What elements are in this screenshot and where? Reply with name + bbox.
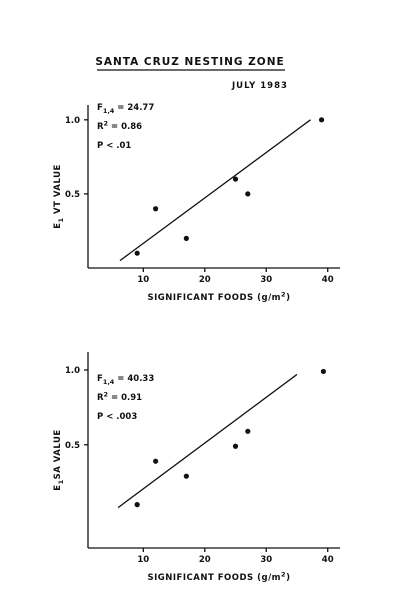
annotation-part: F: [97, 374, 103, 384]
point: [245, 191, 251, 197]
regression-line: [119, 119, 311, 262]
annotation-part: P < .003: [97, 412, 137, 422]
y-tick-label: 0.5: [65, 441, 80, 451]
y-axis-label-part: SA VALUE: [53, 429, 63, 479]
point: [320, 368, 327, 375]
point: [183, 235, 189, 241]
x-tick-label: 10: [137, 275, 149, 285]
point: [134, 502, 140, 508]
x-tick-label: 30: [260, 555, 272, 565]
annotation: R2 = 0.91: [97, 391, 142, 404]
x-axis-label-part: ): [286, 573, 290, 583]
annotation-part: P < .01: [97, 141, 131, 151]
x-axis-label-part: SIGNIFICANT FOODS (g/m: [148, 573, 282, 583]
x-axis-label-part: SIGNIFICANT FOODS (g/m: [148, 293, 282, 303]
y-axis-label-part: 1: [57, 479, 65, 484]
point: [183, 473, 189, 479]
annotation: F1,4 = 40.33: [97, 374, 154, 386]
annotation-part: 2: [104, 120, 109, 128]
y-axis-label-part: E: [53, 222, 63, 228]
y-tick-label: 1.0: [65, 116, 80, 126]
point: [153, 458, 159, 464]
annotation: R2 = 0.86: [97, 120, 142, 133]
point: [232, 443, 239, 449]
annotation-part: = 24.77: [114, 103, 154, 113]
figure-subtitle: JULY 1983: [231, 81, 288, 91]
annotation-part: F: [97, 103, 103, 113]
point: [134, 250, 140, 256]
figure-title: SANTA CRUZ NESTING ZONE: [95, 56, 284, 68]
x-tick-label: 30: [260, 275, 272, 285]
regression-line: [117, 373, 298, 509]
y-tick-label: 0.5: [65, 190, 80, 200]
annotation: P < .003: [97, 412, 137, 422]
x-axis-label-part: ): [286, 293, 290, 303]
x-axis-label: SIGNIFICANT FOODS (g/m2): [148, 291, 291, 304]
point: [245, 428, 251, 434]
x-axis-label: SIGNIFICANT FOODS (g/m2): [148, 571, 291, 584]
x-tick-label: 40: [322, 275, 334, 285]
point: [153, 206, 159, 212]
x-tick-label: 40: [322, 555, 334, 565]
point: [232, 176, 239, 182]
y-axis-label-part: VT VALUE: [53, 164, 63, 217]
point: [318, 117, 325, 123]
y-tick-label: 1.0: [65, 366, 80, 376]
annotation-part: = 0.86: [108, 122, 142, 132]
x-tick-label: 20: [199, 275, 211, 285]
annotation-part: 1,4: [103, 107, 115, 115]
x-tick-label: 20: [199, 555, 211, 565]
annotation: F1,4 = 24.77: [97, 103, 154, 115]
x-tick-label: 10: [137, 555, 149, 565]
annotation-part: = 0.91: [108, 393, 142, 403]
y-axis-label: E1 VT VALUE: [53, 164, 65, 229]
x-axis-label-part: 2: [281, 291, 286, 299]
y-axis-label-part: 1: [57, 217, 65, 222]
y-axis-label: E1SA VALUE: [53, 429, 65, 490]
annotation-part: R: [97, 122, 104, 132]
annotation-part: R: [97, 393, 104, 403]
x-axis-label-part: 2: [281, 571, 286, 579]
annotation: P < .01: [97, 141, 131, 151]
annotation-part: = 40.33: [114, 374, 154, 384]
y-axis-label-part: E: [53, 484, 63, 490]
annotation-part: 1,4: [103, 378, 115, 386]
annotation-part: 2: [104, 391, 109, 399]
